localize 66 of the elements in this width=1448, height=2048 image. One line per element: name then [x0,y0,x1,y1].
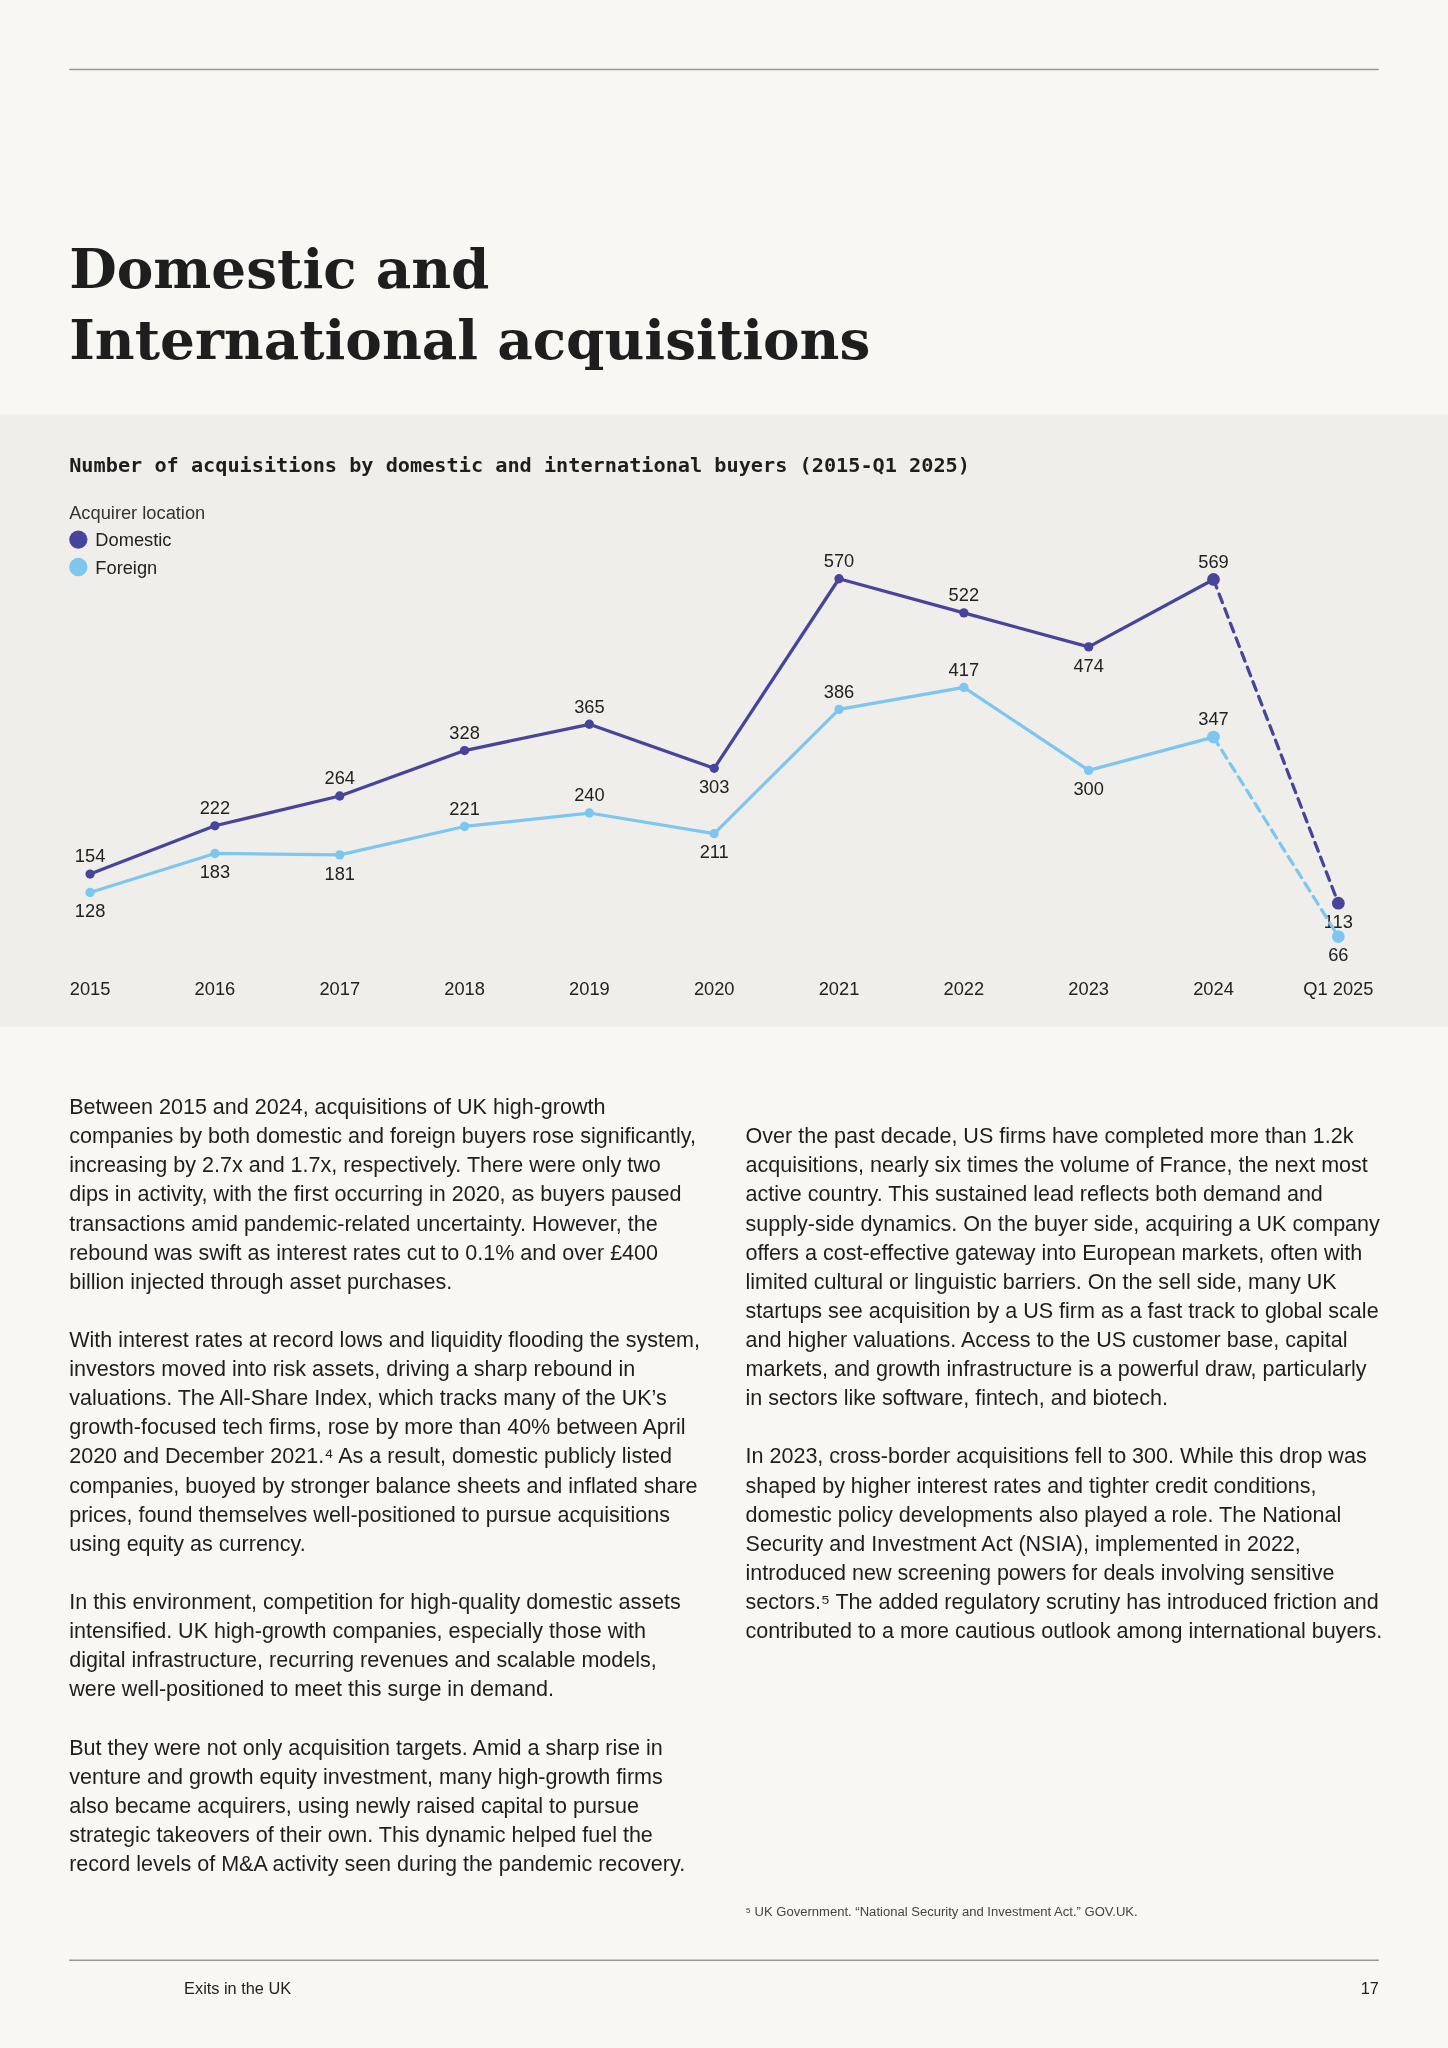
data-label: 183 [199,861,231,883]
data-label: 347 [1198,708,1229,730]
data-label: 328 [449,721,480,743]
point [1331,896,1345,910]
point [709,828,719,839]
chart-title: Domestic and International acquisitions [69,236,871,373]
legend-label: Foreign [95,556,158,578]
point [335,850,345,860]
data-label: 569 [1198,550,1229,572]
data-label: 570 [823,550,855,572]
text: ⁵ UK Government. “National Security and Investment Act.” GOV.UK. [745,1903,1138,1919]
x-tick-label: Q1 2025 [1303,978,1374,1000]
legend-title: Acquirer location [69,501,206,523]
text: But they were not only acquisition targets. Amid a sharp rise in venture and growth equity investment, many high-growth firms also became acquirers, using newly raised capital to pursue strategic takeovers of their own. This dynamic helped fuel the record levels of M&A activity seen during the pandemic recovery. [69,1735,686,1877]
point [834,704,844,715]
x-tick-label: 2020 [693,978,735,1000]
point [959,608,969,618]
data-label: 264 [324,767,355,789]
data-label: 474 [1073,654,1104,676]
text: Over the past decade, US firms have completed more than 1.2k acquisitions, nearly six times the volume of France, the next most active country. This sustained lead reflects both demand and supply-side dynamics. On the buyer side, acquiring a UK company offers a cost-effective gateway into European markets, often with limited cultural or linguistic barriers. On the sell side, many UK startups see acquisition by a US firm as a fast track to global scale and higher valuations. Access to the US customer base, capital markets, and growth infrastructure is a powerful draw, particularly in sectors like software, fintech, and biotech. [745,1124,1380,1411]
x-tick-label: 2015 [69,978,111,1000]
legend-label: Domestic [95,529,172,551]
point [959,682,969,693]
x-tick-label: 2018 [444,978,485,1000]
data-label: 386 [823,680,855,702]
data-label: 222 [199,797,231,819]
text: 17 [1360,1979,1379,1998]
x-tick-label: 2023 [1068,978,1109,1000]
data-label: 303 [698,776,730,798]
point [210,821,220,831]
data-label: 300 [1073,778,1104,800]
point [1331,930,1345,943]
point [709,763,719,773]
point [85,869,95,879]
point [584,808,595,818]
x-tick-label: 2019 [569,978,610,1000]
point [1084,642,1094,652]
data-label: 181 [324,862,355,884]
data-label: 154 [74,845,106,867]
data-label: 128 [74,900,106,922]
data-label: 240 [574,784,605,806]
point [335,791,345,801]
point [459,821,470,832]
x-tick-label: 2022 [943,978,985,1000]
text: In 2023, cross-border acquisitions fell to 300. While this drop was shaped by higher interest rates and tighter credit conditions, domestic policy developments also played a role. The National Security and Investment Act (NSIA), implemented in 2022, introduced new screening powers for deals involving sensitive sectors.⁵ The added regulatory scrutiny has introduced friction and contributed to a more cautious outlook among international buyers. [745,1444,1383,1644]
data-label: 221 [449,797,480,819]
text: Exits in the UK [184,1979,292,1998]
text: In this environment, competition for high-quality domestic assets intensified. UK high-growth companies, especially those with digital infrastructure, recurring revenues and scalable models, were well-positioned to meet this surge in demand. [68,1590,681,1702]
chart-subtitle: Number of acquisitions by domestic and international buyers (2015-Q1 2025) [69,452,970,477]
point [459,745,470,756]
text: Between 2015 and 2024, acquisitions of UK high-growth companies by both domestic and foreign buyers rose significantly, increasing by 2.7x and 1.7x, respectively. There were only two dips in activity, with the first occurring in 2020, as buyers paused transactions amid pandemic-related uncertainty. However, the rebound was swift as interest rates cut to 0.1% and over £400 billion injected through asset purchases. [69,1095,696,1294]
data-label: 417 [948,658,980,680]
data-label: 522 [948,584,980,606]
x-tick-label: 2016 [194,978,236,1000]
point [584,719,595,729]
data-label: 66 [1328,944,1349,966]
x-tick-label: 2024 [1193,978,1234,1000]
text: With interest rates at record lows and liquidity flooding the system, investors moved into risk assets, driving a sharp rebound in valuations. The All-Share Index, which tracks many of the UK’s growth-focused tech firms, rose by more than 40% between April 2020 and December 2021.⁴ As a result, domestic publicly listed companies, buoyed by stronger balance sheets and inflated share prices, found themselves well-positioned to pursue acquisitions using equity as currency. [69,1328,700,1556]
data-label: 211 [699,841,729,863]
data-label: 365 [574,695,605,717]
point [85,887,95,898]
x-tick-label: 2017 [319,978,361,1000]
point [834,574,844,584]
point [1084,765,1094,776]
x-tick-label: 2021 [818,978,860,1000]
point [210,848,220,859]
